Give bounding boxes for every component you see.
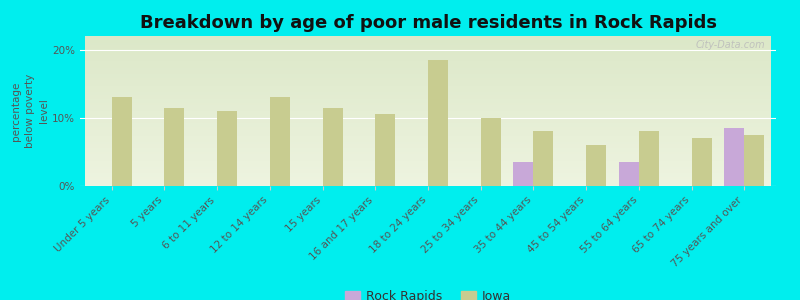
Bar	[514, 162, 534, 186]
Bar	[270, 98, 290, 186]
Bar	[217, 111, 237, 186]
Bar	[375, 114, 395, 186]
Bar	[639, 131, 659, 186]
Bar	[428, 60, 448, 186]
Title: Breakdown by age of poor male residents in Rock Rapids: Breakdown by age of poor male residents …	[139, 14, 717, 32]
Bar	[619, 162, 639, 186]
Bar	[692, 138, 712, 186]
Legend: Rock Rapids, Iowa: Rock Rapids, Iowa	[340, 285, 516, 300]
Bar	[586, 145, 606, 186]
Text: City-Data.com: City-Data.com	[696, 40, 766, 50]
Bar	[744, 135, 765, 186]
Y-axis label: percentage
below poverty
level: percentage below poverty level	[11, 74, 50, 148]
Bar	[481, 118, 501, 186]
Bar	[724, 128, 744, 186]
Bar	[164, 108, 184, 186]
Bar	[112, 98, 132, 186]
Bar	[534, 131, 554, 186]
Bar	[322, 108, 342, 186]
